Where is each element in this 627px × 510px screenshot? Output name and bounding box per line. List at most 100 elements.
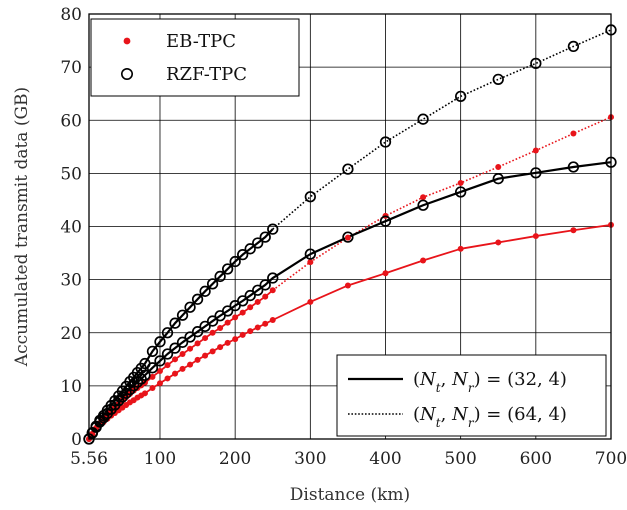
data-point-rzf-tpc-64-4 xyxy=(530,57,542,70)
data-point-rzf-tpc-64-4 xyxy=(221,263,234,275)
data-point-eb-tpc-64-4 xyxy=(269,287,276,294)
data-point-eb-tpc-64-4 xyxy=(307,259,314,266)
data-point-rzf-tpc-32-4 xyxy=(530,167,542,179)
data-point-eb-tpc-64-4 xyxy=(209,329,216,336)
data-point-rzf-tpc-32-4 xyxy=(184,331,196,343)
legend-rzf-tpc-label: RZF-TPC xyxy=(166,64,247,85)
data-point-rzf-tpc-32-4 xyxy=(244,289,256,302)
x-axis-ticks: 5.56 100 200 300 400 500 600 700 xyxy=(70,449,627,469)
data-point-eb-tpc-32-4 xyxy=(224,339,231,346)
data-point-eb-tpc-32-4 xyxy=(179,365,186,372)
data-point-eb-tpc-32-4 xyxy=(217,344,224,351)
data-point-eb-tpc-32-4 xyxy=(307,298,314,305)
data-point-eb-tpc-32-4 xyxy=(194,356,201,363)
x-tick-label: 5.56 xyxy=(70,449,108,469)
data-point-eb-tpc-32-4 xyxy=(532,233,539,240)
y-tick-label: 50 xyxy=(60,164,82,184)
data-point-eb-tpc-32-4 xyxy=(164,375,171,382)
data-point-rzf-tpc-32-4 xyxy=(304,248,316,260)
y-tick-label: 10 xyxy=(60,377,82,397)
data-point-rzf-tpc-64-4 xyxy=(244,243,256,255)
x-tick-label: 100 xyxy=(144,449,176,469)
data-point-rzf-tpc-32-4 xyxy=(567,161,580,173)
data-point-eb-tpc-32-4 xyxy=(247,328,254,335)
data-point-eb-tpc-64-4 xyxy=(187,345,194,352)
data-point-rzf-tpc-64-4 xyxy=(184,301,196,313)
data-point-rzf-tpc-64-4 xyxy=(154,336,166,348)
data-point-rzf-tpc-64-4 xyxy=(90,420,102,432)
data-point-eb-tpc-64-4 xyxy=(239,309,246,316)
data-point-eb-tpc-64-4 xyxy=(224,319,231,326)
legend-32-4-label: (Nt, Nr) = (32, 4) xyxy=(413,369,567,395)
data-point-eb-tpc-32-4 xyxy=(172,370,179,377)
data-point-rzf-tpc-32-4 xyxy=(199,320,211,333)
series-line-rzf-tpc-64-4-dotted xyxy=(272,29,612,230)
data-point-rzf-tpc-64-4 xyxy=(237,249,249,261)
legend-eb-tpc-label: EB-TPC xyxy=(166,31,236,52)
y-tick-label: 60 xyxy=(60,111,82,131)
data-point-rzf-tpc-64-4 xyxy=(492,73,504,85)
legend-eb-tpc-marker xyxy=(123,37,131,45)
data-point-eb-tpc-32-4 xyxy=(457,245,464,252)
data-point-rzf-tpc-64-4 xyxy=(146,345,159,357)
data-point-rzf-tpc-32-4 xyxy=(237,295,249,307)
y-tick-label: 80 xyxy=(60,5,82,25)
y-tick-label: 20 xyxy=(60,324,82,344)
data-point-rzf-tpc-32-4 xyxy=(492,173,504,185)
data-point-rzf-tpc-64-4 xyxy=(169,317,181,329)
data-point-rzf-tpc-64-4 xyxy=(267,223,279,235)
data-point-rzf-tpc-64-4 xyxy=(214,270,226,283)
x-tick-label: 700 xyxy=(595,449,627,469)
data-point-rzf-tpc-32-4 xyxy=(417,199,429,211)
data-point-eb-tpc-32-4 xyxy=(187,361,194,368)
data-point-rzf-tpc-64-4 xyxy=(191,293,204,305)
data-point-eb-tpc-32-4 xyxy=(344,282,351,289)
data-point-eb-tpc-64-4 xyxy=(247,304,254,311)
data-point-eb-tpc-32-4 xyxy=(232,336,239,343)
data-point-rzf-tpc-32-4 xyxy=(267,272,279,284)
x-tick-label: 600 xyxy=(520,449,552,469)
legend-schemes: EB-TPC RZF-TPC xyxy=(90,18,300,97)
data-point-eb-tpc-32-4 xyxy=(254,324,261,331)
data-point-rzf-tpc-32-4 xyxy=(154,355,166,367)
data-point-eb-tpc-32-4 xyxy=(269,317,276,323)
y-tick-label: 40 xyxy=(60,218,82,238)
data-point-rzf-tpc-64-4 xyxy=(259,231,271,243)
x-tick-label: 300 xyxy=(294,449,326,469)
y-tick-label: 30 xyxy=(60,271,82,291)
legend-64-4-label: (Nt, Nr) = (64, 4) xyxy=(413,404,567,430)
data-point-rzf-tpc-32-4 xyxy=(169,342,181,354)
data-point-rzf-tpc-32-4 xyxy=(191,326,204,338)
data-point-eb-tpc-64-4 xyxy=(217,324,224,331)
data-point-rzf-tpc-64-4 xyxy=(379,136,392,148)
data-point-eb-tpc-64-4 xyxy=(164,362,171,369)
data-point-eb-tpc-64-4 xyxy=(202,335,209,342)
data-point-eb-tpc-32-4 xyxy=(209,348,216,355)
data-point-rzf-tpc-64-4 xyxy=(252,237,264,249)
data-point-rzf-tpc-64-4 xyxy=(567,40,580,53)
data-point-eb-tpc-32-4 xyxy=(420,257,427,264)
data-point-eb-tpc-32-4 xyxy=(141,390,148,397)
data-point-rzf-tpc-64-4 xyxy=(199,285,211,297)
data-point-eb-tpc-64-4 xyxy=(149,373,156,380)
data-point-rzf-tpc-64-4 xyxy=(206,278,219,290)
y-axis-label: Accumulated transmit data (GB) xyxy=(12,87,32,367)
legend-configs: (Nt, Nr) = (32, 4) (Nt, Nr) = (64, 4) xyxy=(336,354,607,437)
data-point-eb-tpc-32-4 xyxy=(202,352,209,359)
data-point-eb-tpc-32-4 xyxy=(262,320,269,327)
data-point-eb-tpc-32-4 xyxy=(149,385,156,391)
data-point-rzf-tpc-32-4 xyxy=(161,348,174,360)
data-point-eb-tpc-64-4 xyxy=(344,234,351,241)
data-point-rzf-tpc-32-4 xyxy=(206,315,219,327)
x-tick-label: 500 xyxy=(444,449,476,469)
data-point-eb-tpc-64-4 xyxy=(179,351,186,357)
data-point-eb-tpc-32-4 xyxy=(239,331,246,338)
data-point-rzf-tpc-64-4 xyxy=(304,191,316,203)
data-point-eb-tpc-64-4 xyxy=(420,194,427,201)
data-point-eb-tpc-64-4 xyxy=(156,368,163,374)
data-point-eb-tpc-64-4 xyxy=(194,340,201,347)
data-point-eb-tpc-64-4 xyxy=(232,314,239,321)
data-point-eb-tpc-64-4 xyxy=(172,356,179,363)
y-tick-label: 0 xyxy=(71,430,82,450)
